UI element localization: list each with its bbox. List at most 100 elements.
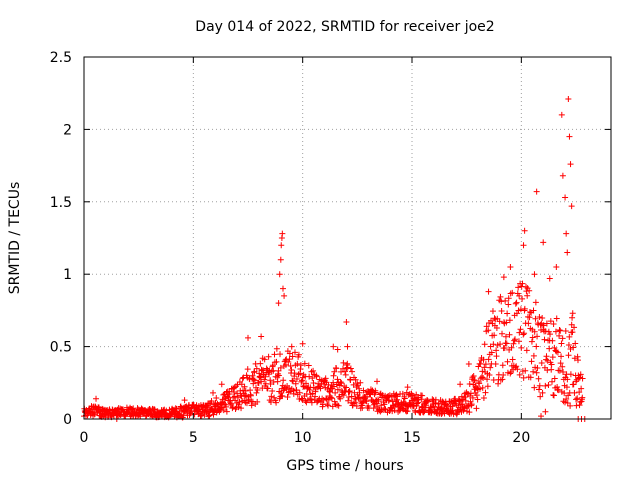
data-point — [250, 376, 257, 383]
data-point — [399, 405, 406, 412]
data-point — [285, 358, 292, 365]
data-point — [410, 401, 417, 408]
data-point — [551, 344, 558, 351]
data-point — [479, 368, 486, 375]
data-point — [500, 274, 507, 281]
data-point — [344, 343, 351, 350]
data-point — [516, 371, 523, 378]
data-point — [288, 343, 295, 350]
data-point — [452, 398, 459, 405]
data-point — [457, 381, 464, 388]
data-point — [564, 376, 571, 383]
data-point — [359, 399, 366, 406]
data-point — [372, 389, 379, 396]
data-point — [436, 400, 443, 407]
data-point — [488, 349, 495, 356]
data-point — [268, 393, 275, 400]
data-point — [536, 314, 543, 321]
data-point — [490, 341, 497, 348]
y-tick-label: 1.5 — [50, 195, 72, 211]
data-point — [480, 394, 487, 401]
data-point — [273, 358, 280, 365]
data-point — [526, 287, 533, 294]
data-point — [293, 386, 300, 393]
data-point — [478, 374, 485, 381]
y-tick-label: 1 — [63, 267, 72, 283]
data-point — [173, 406, 180, 413]
data-point — [532, 315, 539, 322]
data-point — [549, 378, 556, 385]
data-point — [542, 382, 549, 389]
data-point — [247, 392, 254, 399]
data-point — [533, 343, 540, 350]
data-point — [487, 364, 494, 371]
data-point — [277, 256, 284, 263]
data-point — [489, 308, 496, 315]
data-point — [579, 375, 586, 382]
data-point — [305, 362, 312, 369]
data-point — [556, 332, 563, 339]
data-point — [236, 398, 243, 405]
data-point — [506, 317, 513, 324]
data-point — [506, 331, 513, 338]
data-point — [562, 194, 569, 201]
data-point — [574, 357, 581, 364]
data-point — [510, 340, 517, 347]
data-point — [548, 361, 555, 368]
data-point — [287, 363, 294, 370]
data-point — [91, 411, 98, 418]
data-points — [81, 95, 588, 422]
data-point — [181, 397, 188, 404]
data-point — [577, 371, 584, 378]
data-point — [504, 310, 511, 317]
data-point — [220, 407, 227, 414]
data-point — [377, 408, 384, 415]
data-point — [568, 203, 575, 210]
x-tick-label: 20 — [512, 430, 530, 446]
data-point — [508, 344, 515, 351]
data-point — [223, 403, 230, 410]
data-point — [563, 396, 570, 403]
data-point — [271, 394, 278, 401]
data-point — [298, 395, 305, 402]
data-point — [308, 399, 315, 406]
data-point — [567, 345, 574, 352]
data-point — [241, 383, 248, 390]
data-point — [290, 390, 297, 397]
data-point — [465, 360, 472, 367]
data-point — [286, 384, 293, 391]
data-point — [576, 389, 583, 396]
data-point — [273, 399, 280, 406]
data-point — [550, 321, 557, 328]
data-point — [277, 351, 284, 358]
data-point — [239, 375, 246, 382]
data-point — [492, 361, 499, 368]
data-point — [534, 333, 541, 340]
data-point — [562, 327, 569, 334]
data-point — [322, 375, 329, 382]
data-point — [542, 328, 549, 335]
x-tick-label: 0 — [80, 430, 89, 446]
x-tick-label: 15 — [403, 430, 421, 446]
data-point — [299, 377, 306, 384]
data-point — [502, 297, 509, 304]
data-point — [543, 353, 550, 360]
data-point — [480, 356, 487, 363]
data-point — [555, 387, 562, 394]
data-point — [401, 395, 408, 402]
data-point — [317, 385, 324, 392]
data-point — [275, 372, 282, 379]
data-point — [485, 288, 492, 295]
data-point — [539, 315, 546, 322]
data-point — [269, 387, 276, 394]
data-point — [532, 299, 539, 306]
data-point — [550, 392, 557, 399]
data-point — [571, 324, 578, 331]
data-point — [473, 405, 480, 412]
data-point — [353, 403, 360, 410]
data-point — [519, 295, 526, 302]
data-point — [529, 334, 536, 341]
data-point — [306, 373, 313, 380]
data-point — [404, 384, 411, 391]
data-point — [241, 392, 248, 399]
